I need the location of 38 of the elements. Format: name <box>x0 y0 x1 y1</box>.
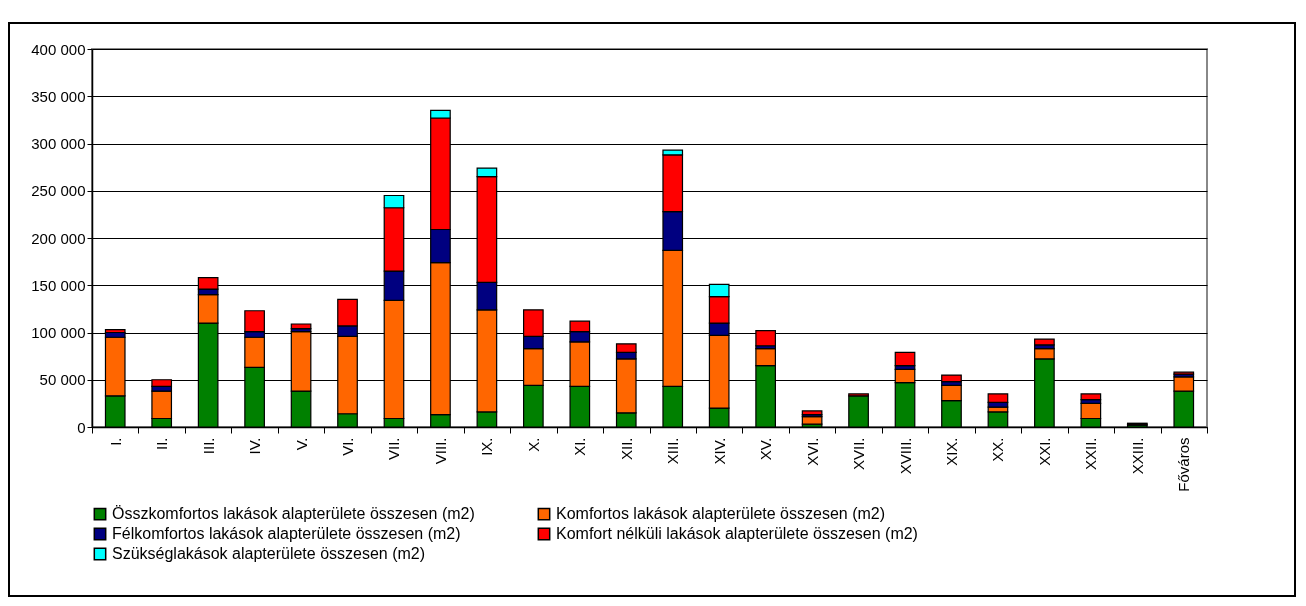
x-tick-label: XVIII. <box>896 437 914 475</box>
x-tick-label: XII. <box>617 437 635 461</box>
x-tick-label: VI. <box>339 437 357 456</box>
x-tick-label: VIII. <box>431 437 449 465</box>
x-tick-label: XI. <box>571 437 589 456</box>
x-tick-label: XIV. <box>710 437 728 465</box>
x-tick-label: XVII. <box>850 437 868 471</box>
x-tick-label: XXII. <box>1082 437 1100 471</box>
x-tick-label: XXIII. <box>1128 437 1146 475</box>
x-tick-label: V. <box>292 437 310 451</box>
legend-label: Komfortos lakások alapterülete összesen (m2) <box>556 505 886 523</box>
y-tick-label: 300 000 <box>31 135 86 152</box>
legend-label: Összkomfortos lakások alapterülete összesen (m2) <box>112 505 475 523</box>
y-tick-label: 150 000 <box>31 276 86 294</box>
x-tick-label: XXI. <box>1035 437 1053 466</box>
y-tick-label: 200 000 <box>31 229 86 247</box>
x-tick-label: XX. <box>989 437 1007 462</box>
x-tick-label: XIX. <box>942 437 960 466</box>
x-tick-label: II. <box>153 437 171 451</box>
legend-label: Szükséglakások alapterülete összesen (m2) <box>112 545 426 562</box>
x-tick-label: XIII. <box>664 437 682 465</box>
y-tick-label: 50 000 <box>39 371 86 389</box>
x-tick-label: III. <box>199 437 217 455</box>
y-tick-label: 250 000 <box>31 182 86 200</box>
legend-label: Félkomfortos lakások alapterülete összesen (m2) <box>112 525 461 542</box>
x-tick-label: XVI. <box>803 437 821 466</box>
y-tick-label: 400 000 <box>31 40 86 58</box>
y-tick-label: 350 000 <box>31 87 86 105</box>
x-tick-label: X. <box>524 437 542 452</box>
x-tick-label: VII. <box>385 437 403 461</box>
x-tick-label: Főváros <box>1175 437 1193 492</box>
x-tick-label: IX. <box>478 437 496 456</box>
y-tick-label: 100 000 <box>31 324 86 341</box>
x-tick-label: XV. <box>757 437 775 461</box>
legend-label: Komfort nélküli lakások alapterülete összesen (m2) <box>556 525 918 542</box>
x-tick-label: I. <box>106 437 124 446</box>
y-tick-label: 0 <box>77 418 86 436</box>
x-tick-label: IV. <box>246 437 264 455</box>
